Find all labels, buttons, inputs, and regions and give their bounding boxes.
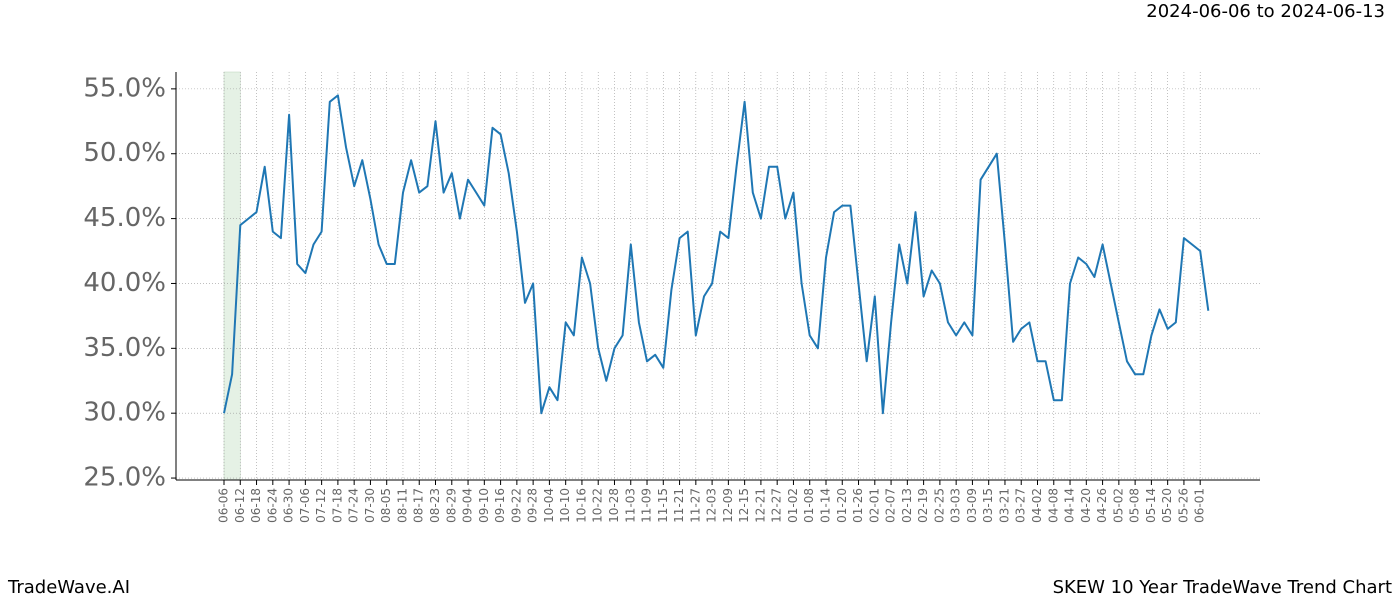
x-tick-label: 07-30 (363, 488, 377, 523)
y-tick-label: 50.0% (83, 138, 166, 168)
x-tick-label: 01-20 (835, 488, 849, 523)
x-tick-label: 06-01 (1193, 488, 1207, 523)
x-tick-label: 01-08 (802, 488, 816, 523)
x-tick-label: 05-20 (1160, 488, 1174, 523)
chart-title: SKEW 10 Year TradeWave Trend Chart (1053, 577, 1392, 598)
x-tick-label: 07-18 (330, 488, 344, 523)
x-tick-label: 06-06 (217, 488, 231, 523)
x-tick-label: 01-02 (786, 488, 800, 523)
data-line (223, 94, 1210, 415)
x-tick-label: 05-02 (1111, 488, 1125, 523)
x-tick-label: 11-27 (688, 488, 702, 523)
x-tick-label: 04-08 (1046, 488, 1060, 523)
y-tick-label: 45.0% (83, 203, 166, 233)
x-tick-label: 03-03 (949, 488, 963, 523)
x-tick-label: 10-28 (607, 488, 621, 523)
x-tick-label: 07-12 (314, 488, 328, 523)
x-tick-label: 10-10 (558, 488, 572, 523)
y-tick-label: 55.0% (83, 73, 166, 103)
x-tick-label: 12-09 (721, 488, 735, 523)
x-tick-label: 05-14 (1144, 488, 1158, 523)
x-tick-label: 03-27 (1014, 488, 1028, 523)
x-tick-label: 08-17 (412, 488, 426, 523)
x-tick-label: 11-09 (640, 488, 654, 523)
date-range: 2024-06-06 to 2024-06-13 (1146, 1, 1385, 22)
x-tick-label: 10-04 (542, 488, 556, 523)
x-tick-label: 10-22 (591, 488, 605, 523)
brand: TradeWave.AI (7, 577, 130, 598)
x-tick-label: 09-22 (509, 488, 523, 523)
x-tick-label: 12-27 (770, 488, 784, 523)
x-tick-label: 08-29 (444, 488, 458, 523)
x-tick-label: 02-07 (884, 488, 898, 523)
x-tick-label: 06-18 (249, 488, 263, 523)
x-tick-label: 04-14 (1063, 488, 1077, 523)
x-tick-label: 11-03 (623, 488, 637, 523)
x-tick-label: 02-01 (867, 488, 881, 523)
y-tick-label: 35.0% (83, 333, 166, 363)
x-tick-label: 11-15 (656, 488, 670, 523)
x-tick-label: 05-26 (1176, 488, 1190, 523)
y-tick-label: 30.0% (83, 398, 166, 428)
x-tick-label: 12-15 (737, 488, 751, 523)
x-tick-label: 12-03 (705, 488, 719, 523)
x-tick-label: 02-25 (932, 488, 946, 523)
x-tick-label: 01-14 (818, 488, 832, 523)
x-tick-label: 12-21 (753, 488, 767, 523)
x-tick-label: 09-04 (461, 488, 475, 523)
x-tick-label: 07-06 (298, 488, 312, 523)
x-tick-label: 04-26 (1095, 488, 1109, 523)
x-tick-label: 05-08 (1128, 488, 1142, 523)
x-tick-label: 04-02 (1030, 488, 1044, 523)
x-tick-label: 07-24 (347, 488, 361, 523)
x-tick-label: 03-09 (965, 488, 979, 523)
x-tick-label: 09-16 (493, 488, 507, 523)
x-tick-label: 03-15 (981, 488, 995, 523)
x-tick-label: 03-21 (997, 488, 1011, 523)
x-tick-label: 08-23 (428, 488, 442, 523)
x-tick-label: 09-10 (477, 488, 491, 523)
x-tick-label: 06-30 (282, 488, 296, 523)
x-tick-label: 06-12 (233, 488, 247, 523)
x-tick-label: 01-26 (851, 488, 865, 523)
x-tick-label: 06-24 (265, 488, 279, 523)
x-tick-label: 02-19 (916, 488, 930, 523)
x-tick-label: 08-11 (395, 488, 409, 523)
x-tick-label: 02-13 (900, 488, 914, 523)
y-tick-label: 25.0% (83, 463, 166, 493)
x-tick-label: 11-21 (672, 488, 686, 523)
x-tick-label: 08-05 (379, 488, 393, 523)
x-tick-label: 10-16 (574, 488, 588, 523)
x-tick-label: 09-28 (526, 488, 540, 523)
x-tick-label: 04-20 (1079, 488, 1093, 523)
y-tick-label: 40.0% (83, 268, 166, 298)
